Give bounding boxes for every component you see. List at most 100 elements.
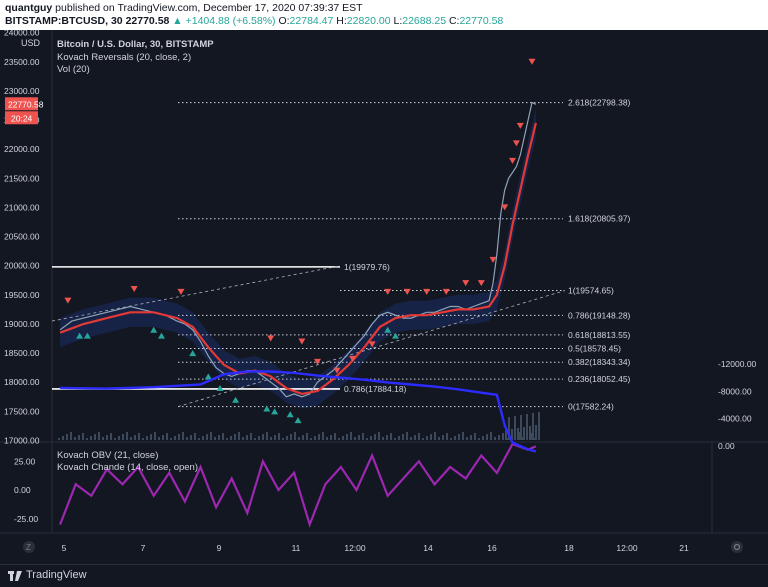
volume-bar xyxy=(206,434,208,440)
reversal-markers xyxy=(64,58,536,424)
buy-marker xyxy=(158,332,165,339)
published-text: published on TradingView.com, December 1… xyxy=(55,2,363,14)
chart-area[interactable]: 2.618(22798.38) 1.618(20805.97) 1(19574.65… xyxy=(0,30,768,564)
grid xyxy=(0,30,768,534)
x-tick-label: 21 xyxy=(679,543,689,553)
volume-bar xyxy=(282,438,284,440)
y-tick-label: 22000.00 xyxy=(4,144,40,154)
osc-right-tick: 0.00 xyxy=(718,441,735,451)
volume-bar xyxy=(214,437,216,440)
volume-bar xyxy=(532,413,534,440)
buy-marker xyxy=(392,332,399,339)
volume-bar xyxy=(170,438,172,440)
volume-bar xyxy=(118,436,120,440)
volume-bar xyxy=(290,434,292,440)
x-tick-label: 11 xyxy=(292,543,301,553)
buy-marker xyxy=(271,408,279,415)
fib-level-label: 2.618(22798.38) xyxy=(568,98,631,108)
volume-bar xyxy=(286,436,288,440)
tradingview-logo-icon[interactable] xyxy=(8,570,22,582)
buy-marker xyxy=(232,396,240,403)
countdown-tag-bg xyxy=(5,111,38,125)
y-tick-label: 21500.00 xyxy=(4,173,40,183)
indicator-1: Kovach Reversals (20, close, 2) xyxy=(57,52,191,63)
volume-bar xyxy=(322,432,324,440)
volume-bar xyxy=(535,425,537,440)
volume-bars xyxy=(58,412,540,440)
y-tick-label: 19000.00 xyxy=(4,319,40,329)
volume-bar xyxy=(106,435,108,440)
volume-bar xyxy=(330,435,332,440)
x-tick-label: 14 xyxy=(423,543,433,553)
volume-bar xyxy=(326,437,328,440)
low-value: 22688.25 xyxy=(402,15,447,27)
x-tick-label: 9 xyxy=(217,543,222,553)
volume-bar xyxy=(523,427,525,440)
volume-bar xyxy=(511,429,513,440)
sell-marker xyxy=(509,157,516,164)
volume-bar xyxy=(430,434,432,440)
fib-level-label: 0(17582.24) xyxy=(568,402,614,412)
volume-bar xyxy=(358,435,360,440)
sell-marker xyxy=(384,288,392,295)
settings-gear-icon[interactable] xyxy=(731,541,743,553)
volume-bar xyxy=(130,437,132,440)
osc-left-tick: 0.00 xyxy=(14,485,31,495)
fib-level-label: 0.786(19148.28) xyxy=(568,310,631,320)
buy-marker xyxy=(189,350,197,357)
volume-bar xyxy=(462,432,464,440)
time-axis: 5 7 9 11 12:00 14 16 18 12:00 21 xyxy=(62,543,689,553)
y-tick-label: 19500.00 xyxy=(4,290,40,300)
volume-bar xyxy=(66,434,68,440)
price-tags: 22770.58 20:24 xyxy=(5,97,44,125)
volume-bar xyxy=(262,434,264,440)
volume-bar xyxy=(82,433,84,440)
volume-bar xyxy=(454,436,456,440)
volume-bar xyxy=(78,435,80,440)
osc-right-tick: -8000.00 xyxy=(718,386,752,396)
svg-text:Z: Z xyxy=(26,543,31,552)
volume-bar xyxy=(266,432,268,440)
trend-line xyxy=(51,265,341,322)
volume-bar xyxy=(338,438,340,440)
sell-marker xyxy=(64,297,72,304)
chande-line xyxy=(60,370,537,453)
volume-bar xyxy=(86,438,88,440)
volume-bar xyxy=(446,433,448,440)
buy-marker xyxy=(263,405,271,412)
volume-bar xyxy=(222,433,224,440)
axis-z-button[interactable]: Z xyxy=(23,541,35,553)
sell-marker xyxy=(512,140,520,147)
volume-bar xyxy=(194,433,196,440)
fib-level-label: 1(19979.76) xyxy=(344,262,390,272)
volume-bar xyxy=(150,434,152,440)
y-tick-label: 18000.00 xyxy=(4,377,40,387)
x-tick-label: 12:00 xyxy=(344,543,366,553)
axes: 24000.0023500.0023000.0022500.0022000.00… xyxy=(4,30,40,446)
volume-bar xyxy=(254,438,256,440)
volume-bar xyxy=(190,435,192,440)
high-value: 22820.00 xyxy=(346,15,391,27)
publisher-name[interactable]: quantguy xyxy=(5,2,53,14)
sell-marker xyxy=(130,286,138,293)
volume-bar xyxy=(402,434,404,440)
sell-marker xyxy=(528,58,536,65)
volume-bar xyxy=(478,438,480,440)
volume-bar xyxy=(70,432,72,440)
publish-line: quantguy published on TradingView.com, D… xyxy=(5,2,363,14)
footer: TradingView xyxy=(0,564,768,587)
volume-bar xyxy=(142,438,144,440)
y-tick-label: 21000.00 xyxy=(4,202,40,212)
volume-bar xyxy=(314,436,316,440)
volume-bar xyxy=(90,436,92,440)
last-price-tag: 22770.58 xyxy=(8,99,44,109)
volume-bar xyxy=(390,433,392,440)
osc-right-tick: -12000.00 xyxy=(718,359,757,369)
sell-marker xyxy=(516,122,524,129)
footer-brand[interactable]: TradingView xyxy=(26,569,87,581)
volume-bar xyxy=(198,438,200,440)
volume-bar xyxy=(354,437,356,440)
volume-bar xyxy=(498,435,500,440)
volume-bar xyxy=(398,436,400,440)
volume-bar xyxy=(414,435,416,440)
